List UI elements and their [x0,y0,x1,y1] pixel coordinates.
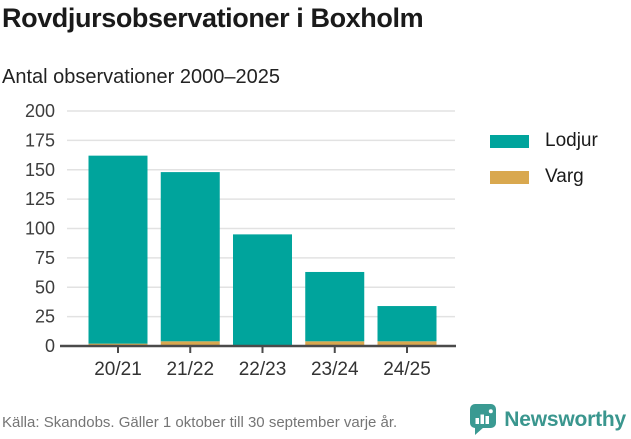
bar-segment-varg [377,341,437,346]
x-axis-label: 22/23 [239,359,287,380]
x-axis-label: 21/22 [166,359,214,380]
bar-segment-lodjur [160,172,220,342]
source-note: Källa: Skandobs. Gäller 1 oktober till 3… [2,414,398,431]
legend-label-varg: Varg [545,166,584,187]
x-axis-label: 24/25 [383,359,431,380]
y-axis-label: 75 [35,248,55,268]
x-axis-label: 20/21 [94,359,142,380]
y-axis-label: 200 [25,101,55,121]
bar-segment-varg [160,341,220,346]
varg-swatch-icon [490,170,529,184]
newsworthy-wordmark: Newsworthy [504,407,626,431]
bar-segment-lodjur [305,271,365,342]
bar-segment-lodjur [88,155,148,344]
bar-segment-lodjur [377,306,437,342]
y-axis-label: 50 [35,277,55,297]
bar-segment-varg [305,341,365,346]
legend-item-lodjur: Lodjur [490,130,598,152]
legend: Lodjur Varg [490,130,598,202]
chart-title: Rovdjursobservationer i Boxholm [2,3,424,33]
y-axis-label: 125 [25,189,55,209]
bar-chart: 0 25 50 75 100 125 150 175 200 20/21 21/22 22/23 23/… [25,101,456,380]
newsworthy-logo: Newsworthy [469,403,626,436]
y-axis-label: 0 [45,336,55,356]
y-axis-label: 100 [25,219,55,239]
newsworthy-speech-bubble-bar-chart-icon [470,404,497,435]
legend-label-lodjur: Lodjur [545,130,598,151]
bar-segment-lodjur [233,234,292,346]
y-axis-label: 25 [35,307,55,327]
x-axis-label: 23/24 [311,359,359,380]
y-axis-label: 175 [25,130,55,150]
lodjur-swatch-icon [490,134,529,148]
y-axis-label: 150 [25,160,55,180]
legend-item-varg: Varg [490,166,598,188]
chart-subtitle: Antal observationer 2000–2025 [2,66,280,88]
